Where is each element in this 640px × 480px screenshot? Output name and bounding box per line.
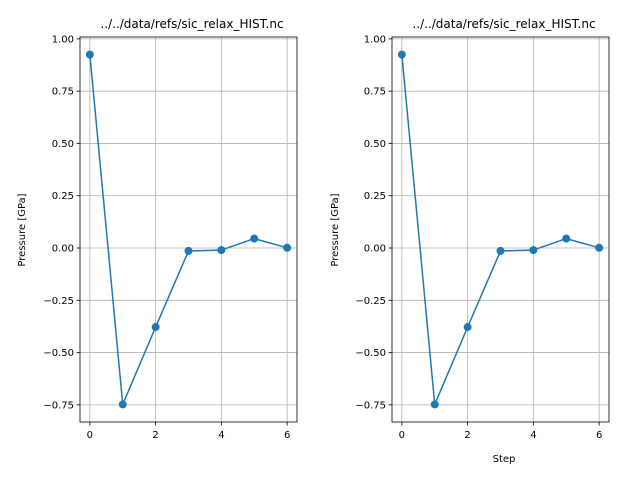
subplot-right-axes-frame [391, 36, 610, 423]
subplot-right-data-point [529, 246, 538, 255]
subplot-right-y-axis-label: Pressure [GPa] [330, 193, 341, 266]
subplot-left-data-point [118, 400, 127, 409]
subplot-right-x-tick-label: 6 [596, 430, 602, 441]
subplot-left-y-tick-label: −0.50 [43, 348, 74, 359]
subplot-right-x-axis-label: Step [493, 454, 516, 465]
subplot-left-y-tick-label: 0.75 [52, 87, 74, 98]
subplot-right-x-tick-label: 2 [464, 430, 470, 441]
subplot-right-y-tick-label: 0.25 [364, 191, 386, 202]
subplot-right-data-point [496, 246, 505, 255]
subplot-right-y-tick-label: −0.25 [355, 296, 386, 307]
subplot-right-y-tick-label: −0.50 [355, 348, 386, 359]
subplot-right-y-tick-label: 0.50 [364, 139, 386, 150]
subplot-left-y-tick-label: 0.00 [52, 244, 74, 255]
subplot-right-title: ../../data/refs/sic_relax_HIST.nc [412, 17, 595, 31]
subplot-left-y-tick-label: −0.75 [43, 400, 74, 411]
subplot-left-title: ../../data/refs/sic_relax_HIST.nc [100, 17, 283, 31]
subplot-left-y-axis-label: Pressure [GPa] [17, 193, 28, 266]
subplot-left-data-point [283, 243, 292, 252]
subplot-right-data-point [595, 243, 604, 252]
subplot-right-y-tick-label: 0.75 [364, 87, 386, 98]
subplot-left-x-tick-label: 0 [87, 430, 93, 441]
subplot-left-axes-frame [79, 36, 298, 423]
subplot-right-y-tick-label: 0.00 [364, 244, 386, 255]
subplot-left-data-point [217, 246, 226, 255]
subplot-left-y-tick-label: −0.25 [43, 296, 74, 307]
subplot-left-data-point [151, 323, 160, 332]
subplot-left-data-point [85, 50, 94, 59]
subplot-left-x-tick-label: 4 [218, 430, 224, 441]
subplot-left-data-point [250, 234, 259, 243]
subplot-left-y-tick-label: 1.00 [52, 34, 74, 45]
subplot-left-data-point [184, 246, 193, 255]
subplot-right-y-tick-label: 1.00 [364, 34, 386, 45]
subplot-left-x-tick-label: 6 [284, 430, 290, 441]
subplot-right-x-tick-label: 4 [530, 430, 536, 441]
subplot-right-x-tick-label: 0 [399, 430, 405, 441]
subplot-left-y-tick-label: 0.25 [52, 191, 74, 202]
subplot-right-data-point [562, 234, 571, 243]
subplot-right-data-point [430, 400, 439, 409]
subplot-right-data-point [463, 323, 472, 332]
subplot-left-y-tick-label: 0.50 [52, 139, 74, 150]
subplot-left-x-tick-label: 2 [152, 430, 158, 441]
subplot-right-y-tick-label: −0.75 [355, 400, 386, 411]
subplot-left: ../../data/refs/sic_relax_HIST.nc Pressu… [17, 17, 298, 441]
subplot-right-data-point [397, 50, 406, 59]
subplot-right: ../../data/refs/sic_relax_HIST.nc Pressu… [330, 17, 610, 465]
